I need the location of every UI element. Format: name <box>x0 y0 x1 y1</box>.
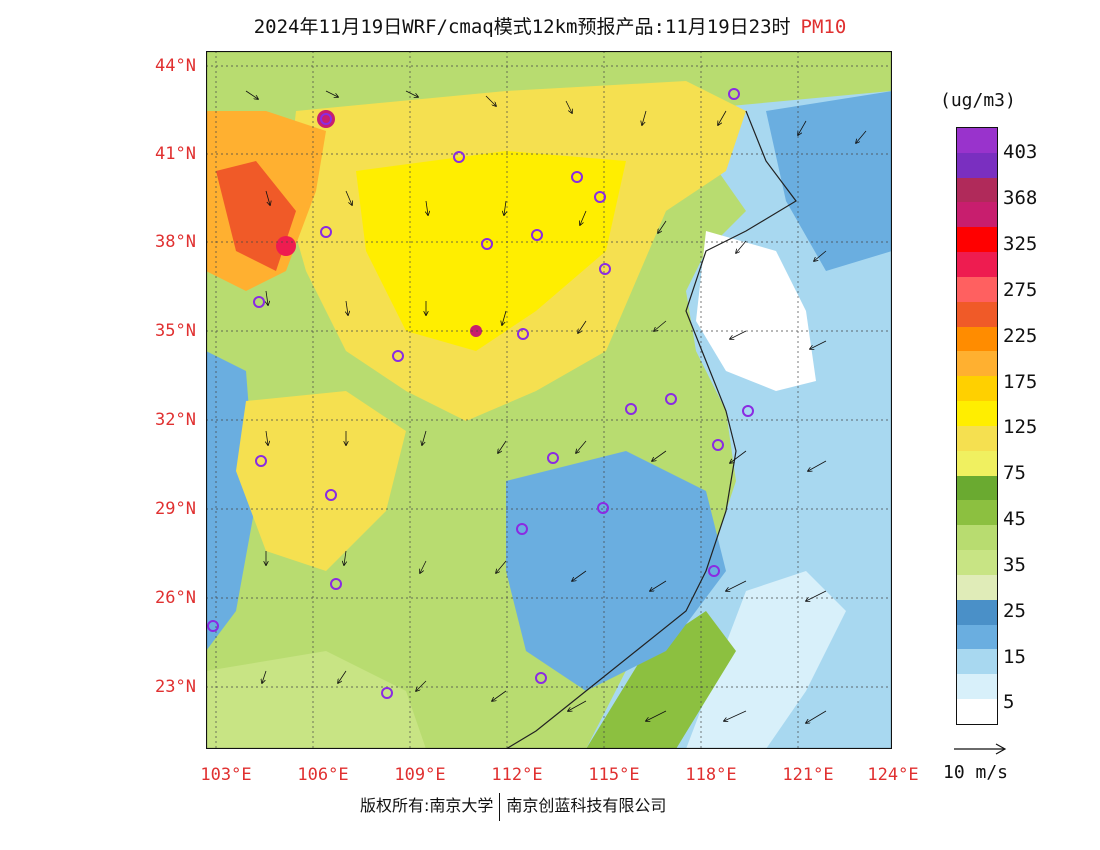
south-region <box>206 651 426 749</box>
colorbar-swatch <box>957 574 997 600</box>
lat-label-23n: 23°N <box>155 677 196 697</box>
colorbar-swatch <box>957 500 997 526</box>
lon-label-112e: 112°E <box>491 765 543 785</box>
colorbar-swatch <box>957 227 997 253</box>
wind-reference-label: 10 m/s <box>943 762 1009 783</box>
clean-sea-region <box>696 231 816 391</box>
coastline <box>505 110 797 749</box>
colorbar-swatch <box>957 649 997 675</box>
colorbar-swatch <box>957 624 997 650</box>
lat-label-35n: 35°N <box>155 321 196 341</box>
wind-vectors <box>245 90 867 723</box>
colorbar-swatch <box>957 128 997 153</box>
colorbar-swatch <box>957 401 997 426</box>
title-pollutant: PM10 <box>800 16 847 38</box>
southeast-clean-region <box>506 451 726 691</box>
lon-label-103e: 103°E <box>200 765 252 785</box>
colorbar-swatch <box>957 351 997 377</box>
sichuan-basin-region <box>236 391 406 571</box>
colorbar-label: 403 <box>1003 141 1038 163</box>
colorbar-label: 275 <box>1003 279 1038 301</box>
colorbar-swatch <box>957 276 997 302</box>
colorbar-swatch <box>957 599 997 625</box>
copyright-company: 南京创蓝科技有限公司 <box>506 796 667 815</box>
lon-label-121e: 121°E <box>782 765 834 785</box>
lon-label-124e: 124°E <box>867 765 919 785</box>
lat-label-44n: 44°N <box>155 56 196 76</box>
colorbar-swatch <box>957 202 997 228</box>
colorbar-swatch <box>957 525 997 551</box>
lat-label-29n: 29°N <box>155 499 196 519</box>
north-peak-hotspot <box>317 110 335 128</box>
copyright-owner: 版权所有:南京大学 <box>360 796 494 815</box>
lon-label-106e: 106°E <box>297 765 349 785</box>
colorbar-label: 175 <box>1003 371 1038 393</box>
lat-label-32n: 32°N <box>155 410 196 430</box>
colorbar-swatch <box>957 475 997 501</box>
colorbar-swatch <box>957 450 997 476</box>
city-markers <box>207 88 754 699</box>
northwest-core-hotspot <box>216 161 296 271</box>
colorbar <box>956 127 998 725</box>
colorbar-swatch <box>957 301 997 327</box>
colorbar-swatch <box>957 699 997 724</box>
lat-label-26n: 26°N <box>155 588 196 608</box>
lat-label-38n: 38°N <box>155 232 196 252</box>
colorbar-swatch <box>957 376 997 402</box>
colorbar-label: 35 <box>1003 554 1026 576</box>
lon-label-118e: 118°E <box>685 765 737 785</box>
colorbar-units: (ug/m3) <box>940 90 1016 111</box>
title-main: 2024年11月19日WRF/cmaq模式12km预报产品:11月19日23时 <box>253 16 791 38</box>
strait-region <box>586 611 736 749</box>
colorbar-label: 75 <box>1003 462 1026 484</box>
lat-lon-grid <box>206 51 892 749</box>
colorbar-label: 5 <box>1003 691 1015 713</box>
colorbar-label: 45 <box>1003 508 1026 530</box>
lon-label-109e: 109°E <box>394 765 446 785</box>
chart-title: 2024年11月19日WRF/cmaq模式12km预报产品:11月19日23时 P… <box>0 12 1100 39</box>
colorbar-swatch <box>957 252 997 277</box>
colorbar-swatch <box>957 425 997 451</box>
footer-separator <box>499 792 501 821</box>
map-frame <box>206 51 892 749</box>
colorbar-swatch <box>957 326 997 352</box>
colorbar-swatch <box>957 674 997 700</box>
copyright-footer: 版权所有:南京大学 南京创蓝科技有限公司 <box>360 792 666 821</box>
colorbar-label: 125 <box>1003 416 1038 438</box>
colorbar-swatch <box>957 152 997 178</box>
peak-hotspot <box>276 236 296 256</box>
taiwan-region <box>686 571 846 749</box>
pm10-forecast-map <box>206 51 892 749</box>
colorbar-label: 368 <box>1003 187 1038 209</box>
colorbar-label: 325 <box>1003 233 1038 255</box>
colorbar-label: 225 <box>1003 325 1038 347</box>
colorbar-swatch <box>957 550 997 575</box>
lon-label-115e: 115°E <box>588 765 640 785</box>
colorbar-label: 15 <box>1003 646 1026 668</box>
high-pollution-region <box>356 151 626 351</box>
colorbar-label: 25 <box>1003 600 1026 622</box>
wind-reference-arrow <box>954 743 1007 755</box>
colorbar-swatch <box>957 177 997 203</box>
lat-label-41n: 41°N <box>155 144 196 164</box>
